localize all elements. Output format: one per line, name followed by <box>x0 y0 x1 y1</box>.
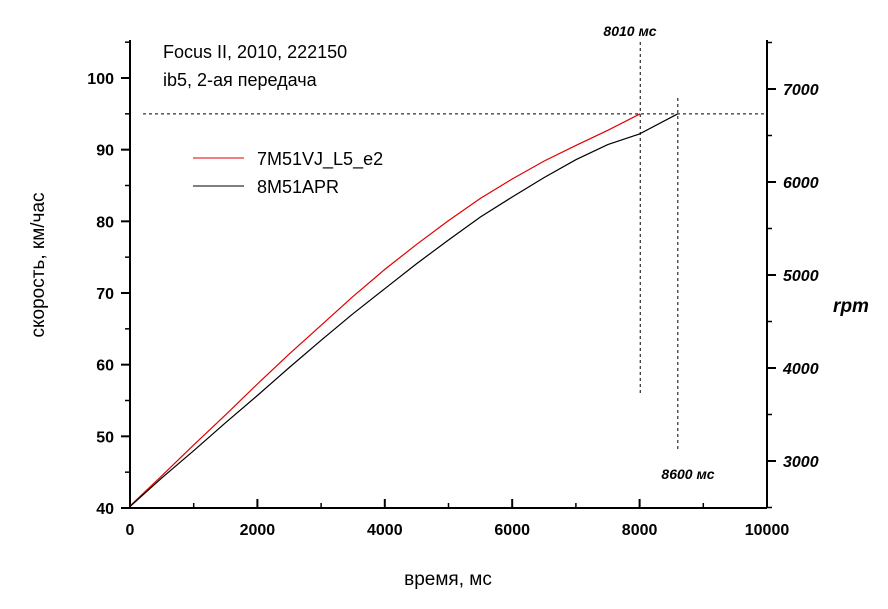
y-tick-label: 90 <box>96 143 114 160</box>
annotation-title-line-1: Focus II, 2010, 222150 <box>163 42 347 62</box>
x-tick-label: 6000 <box>494 522 530 539</box>
x-tick-label: 8000 <box>622 522 658 539</box>
x-axis-label: время, мс <box>404 569 492 590</box>
y-tick-label: 70 <box>96 286 114 303</box>
y-tick-label: 60 <box>96 358 114 375</box>
y2-axis-label: rpm <box>833 296 869 317</box>
y-tick-label: 40 <box>96 501 114 518</box>
annotation-title-line-2: ib5, 2-ая передача <box>163 70 318 90</box>
y-tick-label: 80 <box>96 214 114 231</box>
ref-label-8600: 8600 мс <box>661 466 714 482</box>
y-tick-label: 100 <box>87 71 114 88</box>
axes: 0 2000 4000 6000 8000 10000 40 50 60 70 80 90 100 300… <box>87 40 819 539</box>
y2-tick-label: 7000 <box>783 82 819 99</box>
series-line-1 <box>129 113 641 507</box>
y-tick-label: 50 <box>96 429 114 446</box>
series-line-2 <box>129 113 679 508</box>
series-layer <box>129 113 679 508</box>
x-tick-label: 0 <box>126 522 135 539</box>
x-tick-label: 10000 <box>745 522 790 539</box>
y2-tick-label: 4000 <box>782 361 819 378</box>
y2-tick-label: 5000 <box>783 268 819 285</box>
legend: 7M51VJ_L5_e2 8M51APR <box>193 149 383 197</box>
ref-label-8010: 8010 мс <box>603 23 656 39</box>
legend-label-series-1: 7M51VJ_L5_e2 <box>257 149 383 170</box>
y2-tick-label: 6000 <box>783 175 819 192</box>
legend-label-series-2: 8M51APR <box>257 177 339 197</box>
x-tick-label: 2000 <box>240 522 276 539</box>
y2-tick-label: 3000 <box>783 454 819 471</box>
y-axis-label: скорость, км/час <box>28 192 49 337</box>
reference-lines <box>143 42 767 452</box>
x-tick-label: 4000 <box>367 522 403 539</box>
